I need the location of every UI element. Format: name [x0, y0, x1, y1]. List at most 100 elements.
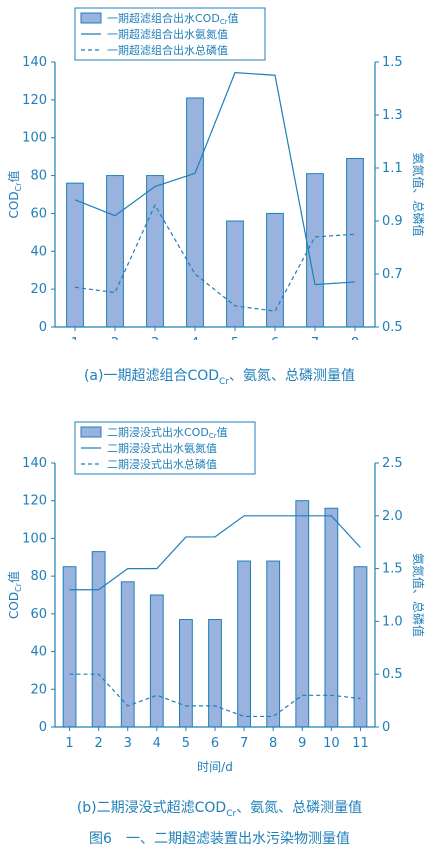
chart-b-ytick-left-label-5: 100 [22, 531, 47, 546]
chart-a-xtick-label-1: 2 [111, 336, 119, 340]
chart-b-xtick-label-10: 11 [352, 736, 369, 751]
chart-a-legend-label-2: 一期超滤组合出水氨氮值 [107, 27, 228, 41]
chart-b-xtick-label-1: 2 [94, 736, 102, 751]
chart-a-ytick-right-label-1: 0.7 [382, 267, 403, 282]
chart-b-ytick-left-label-6: 120 [22, 494, 47, 509]
chart-b-bar-10 [324, 507, 339, 728]
chart-b-legend-swatch-bar [80, 426, 102, 438]
chart-b-legend-label-main: 二期浸没式出水COD [107, 425, 209, 439]
chart-a-nh3-line [74, 71, 356, 286]
chart-a-bar-7 [306, 173, 324, 328]
chart-a-ytick-right-label-3: 1.1 [382, 161, 403, 176]
caption-a: (a)一期超滤组合CODCr、氨氮、总磷测量值 [0, 365, 439, 387]
chart-a-xtick-label-0: 1 [71, 336, 79, 340]
chart-b-ytick-right-label-0: 0 [382, 720, 390, 735]
chart-b-legend-box [74, 421, 256, 475]
chart-a: 0 20 40 60 80 100 120 140 0.5 0.7 0.9 1.1 1.3 1.5 1 2 3 4… [6, 7, 426, 340]
chart-b-legend-label-2: 二期浸没式出水氨氮值 [107, 441, 217, 455]
chart-b-ytick-left-label-7: 140 [22, 456, 47, 471]
caption-b-sub: Cr [226, 808, 237, 819]
chart-b-ylabel-left: CODCr值 [6, 571, 23, 619]
chart-a-xtick-label-4: 5 [231, 336, 239, 340]
chart-a-legend-label-sub: Cr [220, 18, 228, 26]
chart-a-ytick-left-label-1: 20 [30, 282, 47, 297]
chart-b-bar-8 [266, 560, 281, 728]
chart-a-ylabel-left-sub: Cr [14, 182, 23, 192]
chart-b-ytick-left-label-3: 60 [30, 607, 47, 622]
chart-a-ylabel-left: CODCr值 [6, 171, 23, 219]
chart-b-ytick-right-label-1: 0.5 [382, 667, 403, 682]
chart-a-bar-3 [146, 175, 164, 328]
chart-a-legend-label-main: 一期超滤组合出水COD [107, 11, 220, 25]
caption-b-suffix: 、氨氮、总磷测量值 [236, 800, 363, 816]
chart-b-ytick-left-label-0: 0 [39, 720, 47, 735]
chart-b-ytick-right-label-2: 1.0 [382, 614, 403, 629]
chart-b-bar-6 [208, 619, 222, 728]
chart-a-ytick-left-label-5: 100 [22, 131, 47, 146]
chart-a-ytick-right-label-5: 1.5 [382, 55, 403, 70]
chart-a-legend-box [74, 7, 266, 61]
chart-a-ylabel-left-main: COD [7, 191, 21, 218]
chart-b-xtick-label-3: 4 [153, 736, 161, 751]
chart-b: 0 20 40 60 80 100 120 140 0 0.5 1.0 1.5 2.0 2.5 1 2 3 4 5 6… [6, 421, 426, 774]
chart-b-legend-label-3: 二期浸没式出水总磷值 [107, 457, 217, 471]
chart-b-bar-11 [353, 566, 368, 728]
chart-a-bar-2 [106, 175, 124, 328]
chart-b-tp-line [69, 673, 361, 718]
caption-a-text: (a)一期超滤组合COD [83, 368, 220, 384]
chart-a-ytick-right-label-4: 1.3 [382, 108, 403, 123]
chart-b-ylabel-right: 氨氮值、总磷值 [411, 553, 426, 637]
chart-b-xlabel: 时间/d [197, 760, 233, 774]
chart-b-legend-label-1: 二期浸没式出水CODCr值 [107, 425, 228, 440]
chart-b-ytick-left-label-2: 40 [30, 645, 47, 660]
chart-b-bar-5 [179, 619, 193, 728]
chart-b-ytick-left-label-4: 80 [30, 569, 47, 584]
chart-a-ytick-left-label-4: 80 [30, 169, 47, 184]
chart-a-bar-5 [226, 220, 244, 328]
chart-b-legend-label-suffix: 值 [217, 426, 228, 439]
chart-b-xtick-label-4: 5 [182, 736, 190, 751]
chart-b-bar-1 [62, 566, 77, 728]
chart-a-ylabel-left-suffix: 值 [6, 171, 21, 183]
chart-a-xtick-label-3: 4 [191, 336, 199, 340]
chart-b-xtick-label-8: 9 [298, 736, 306, 751]
chart-a-ytick-left-label-6: 120 [22, 93, 47, 108]
chart-a-legend-label-1: 一期超滤组合出水CODCr值 [107, 11, 239, 26]
chart-b-bar-7 [237, 560, 251, 728]
chart-a-ytick-left-label-7: 140 [22, 55, 47, 70]
chart-a-legend-swatch-bar [80, 12, 102, 24]
chart-a-legend-label-3: 一期超滤组合出水总磷值 [107, 43, 228, 57]
chart-a-ytick-left-label-3: 60 [30, 206, 47, 221]
chart-b-ytick-right-label-4: 2.0 [382, 509, 403, 524]
chart-a-bar-8 [346, 158, 364, 328]
chart-b-xtick-label-0: 1 [65, 736, 73, 751]
chart-a-ytick-left-label-0: 0 [39, 320, 47, 335]
chart-b-ytick-right-label-5: 2.5 [382, 456, 403, 471]
chart-a-ytick-right-label-2: 0.9 [382, 214, 403, 229]
chart-b-nh3-line [69, 515, 361, 591]
chart-b-bar-4 [149, 594, 164, 728]
chart-b-xtick-label-2: 3 [124, 736, 132, 751]
chart-a-ytick-right-label-0: 0.5 [382, 320, 403, 335]
chart-b-xtick-label-6: 7 [240, 736, 248, 751]
chart-b-ytick-left-label-1: 20 [30, 682, 47, 697]
chart-b-ylabel-left-main: COD [7, 592, 21, 619]
chart-b-legend-label-sub: Cr [209, 432, 217, 440]
chart-b-bar-2 [91, 551, 106, 728]
caption-b-text: (b)二期浸没式超滤COD [76, 800, 227, 816]
chart-a-ylabel-right: 氨氮值、总磷值 [411, 152, 426, 236]
caption-a-suffix: 、氨氮、总磷测量值 [229, 368, 356, 384]
chart-a-bar-4 [186, 97, 204, 328]
chart-b-ytick-right-label-3: 1.5 [382, 562, 403, 577]
chart-b-ylabel-left-suffix: 值 [6, 571, 21, 583]
caption-a-sub: Cr [219, 376, 230, 387]
chart-a-xtick-label-7: 8 [351, 336, 359, 340]
caption-b: (b)二期浸没式超滤CODCr、氨氮、总磷测量值 [0, 797, 439, 819]
chart-b-ylabel-left-sub: Cr [14, 582, 23, 592]
chart-b-xtick-label-9: 10 [323, 736, 340, 751]
chart-b-bar-9 [295, 500, 310, 728]
chart-a-xtick-label-2: 3 [151, 336, 159, 340]
chart-b-xtick-label-5: 6 [211, 736, 219, 751]
chart-a-legend-label-suffix: 值 [228, 12, 239, 25]
chart-a-xtick-label-6: 7 [311, 336, 319, 340]
